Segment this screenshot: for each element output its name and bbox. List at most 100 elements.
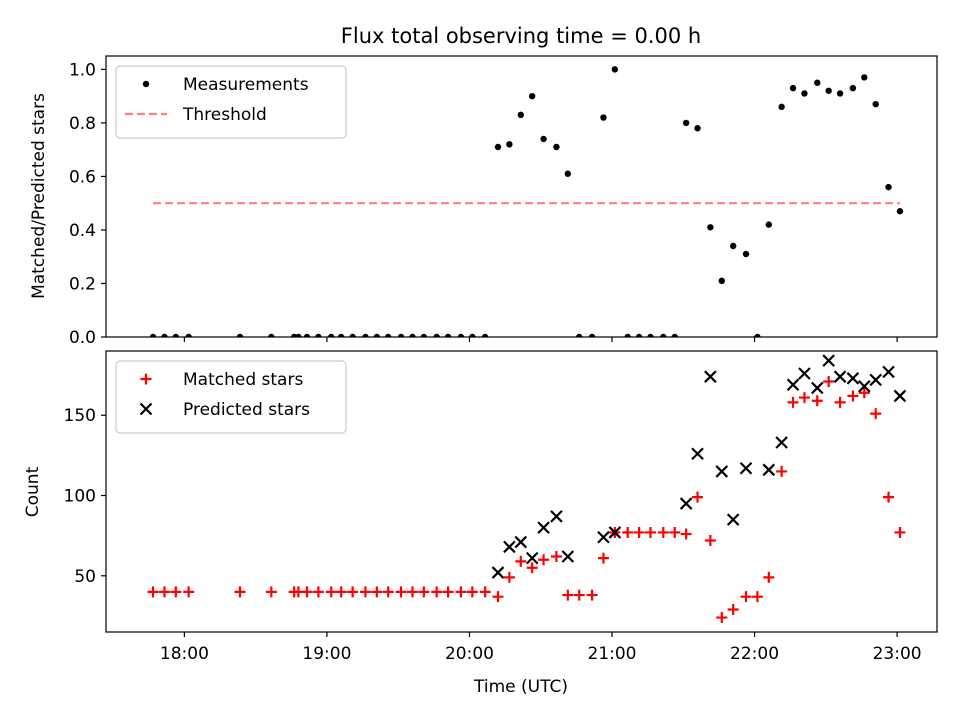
measurements-point — [185, 333, 192, 337]
measurements-point — [896, 208, 904, 215]
measurements-point — [729, 242, 737, 250]
measurements-point — [765, 221, 773, 228]
matched-stars-point — [503, 571, 515, 583]
matched-stars-point — [325, 586, 337, 598]
y-tick-label: 1.0 — [69, 60, 96, 80]
matched-stars-point — [727, 604, 739, 616]
series-group — [149, 66, 904, 337]
measurements-point — [861, 74, 868, 81]
matched-stars-point — [597, 552, 609, 564]
plot-frame — [105, 55, 938, 338]
measurements-point — [444, 333, 452, 337]
threshold-legend-label: Threshold — [182, 105, 267, 125]
matched-stars-point — [550, 551, 562, 563]
legend: Measurements Threshold — [115, 65, 347, 139]
series-group — [147, 354, 907, 624]
predicted-stars-point — [798, 367, 811, 380]
matched-stars-point — [657, 526, 669, 538]
matched-stars-point — [395, 586, 407, 598]
predicted-stars-point — [704, 370, 717, 383]
predicted-stars-point — [833, 370, 847, 383]
measurements-point — [660, 333, 667, 337]
predicted-stars-point — [691, 447, 704, 461]
predicted-stars-point — [561, 550, 575, 563]
measurements-point — [373, 333, 381, 337]
matched-stars-point — [538, 554, 550, 566]
measurements-point — [576, 333, 583, 337]
y-tick-label: 0.2 — [69, 274, 96, 294]
measurements-point — [540, 135, 547, 143]
x-tick-label: 21:00 — [588, 644, 637, 664]
matched-stars-point — [158, 586, 170, 598]
measurements-point — [409, 333, 416, 337]
measurements-legend-marker — [142, 80, 150, 88]
predicted-stars-point — [775, 436, 788, 449]
legend-box — [115, 65, 347, 139]
matched-stars-point — [265, 586, 277, 598]
legend: Matched stars Predicted stars — [115, 360, 347, 434]
y-tick-label: 100 — [64, 487, 96, 507]
measurements-point — [349, 333, 356, 337]
predicted-stars-point — [822, 354, 835, 367]
measurements-point — [362, 333, 369, 337]
x-axis-label: Time (UTC) — [473, 677, 568, 697]
matched-stars-point — [823, 376, 835, 388]
predicted-stars-point — [679, 497, 693, 510]
matched-stars-point — [787, 396, 799, 408]
matched-stars-point — [716, 612, 728, 624]
measurements-point — [635, 333, 643, 337]
matched-stars-point — [406, 586, 418, 598]
measurements-point — [588, 333, 596, 337]
matched-stars-point — [669, 526, 681, 538]
predicted-stars-point — [491, 566, 505, 579]
predicted-stars-point — [597, 530, 610, 544]
measurements-point — [433, 333, 440, 337]
matched-stars-point — [347, 586, 359, 598]
predicted-stars-point — [550, 510, 563, 523]
matched-stars-point — [335, 586, 347, 598]
measurements-point — [469, 333, 476, 337]
measurements-point — [337, 333, 345, 337]
matched-stars-point — [183, 586, 195, 598]
x-tick-label: 19:00 — [302, 644, 351, 664]
predicted-stars-legend-label: Predicted stars — [183, 400, 310, 420]
measurements-point — [611, 66, 619, 73]
matched-stars-point — [644, 526, 656, 538]
matched-stars-point — [586, 589, 598, 601]
panel-ratio: 0.0 0.2 0.4 0.6 0.8 1.0 Measurements Threshold — [69, 55, 938, 348]
measurements-point — [647, 333, 654, 337]
matched-stars-point — [515, 555, 527, 567]
matched-stars-point — [170, 586, 182, 598]
y-tick-label: 0.0 — [69, 328, 96, 348]
matched-stars-point — [763, 571, 775, 583]
x-tick-label: 20:00 — [445, 644, 494, 664]
measurements-point — [801, 90, 808, 97]
measurements-point — [397, 333, 405, 337]
predicted-stars-point — [503, 540, 516, 554]
measurements-point — [528, 92, 536, 100]
measurements-point — [707, 224, 714, 231]
measurements-point — [385, 333, 392, 337]
matched-stars-point — [573, 589, 585, 601]
predicted-stars-point — [608, 526, 622, 539]
predicted-stars-point — [525, 551, 539, 565]
measurements-point — [268, 333, 275, 337]
matched-stars-point — [371, 586, 383, 598]
matched-stars-point — [798, 392, 810, 404]
predicted-stars-point — [786, 378, 800, 391]
matched-stars-point — [883, 491, 895, 503]
measurements-point — [295, 333, 302, 337]
measurements-point — [814, 79, 821, 86]
measurements-point — [328, 333, 335, 337]
measurements-point — [564, 170, 572, 177]
measurements-point — [600, 114, 607, 121]
matched-stars-point — [455, 586, 467, 598]
matched-stars-point — [466, 586, 478, 598]
measurements-point — [494, 143, 502, 151]
matched-stars-point — [622, 526, 634, 538]
y-axis-label-top: Matched/Predicted stars — [29, 93, 49, 299]
measurements-point — [517, 111, 524, 119]
measurements-point — [718, 277, 725, 284]
